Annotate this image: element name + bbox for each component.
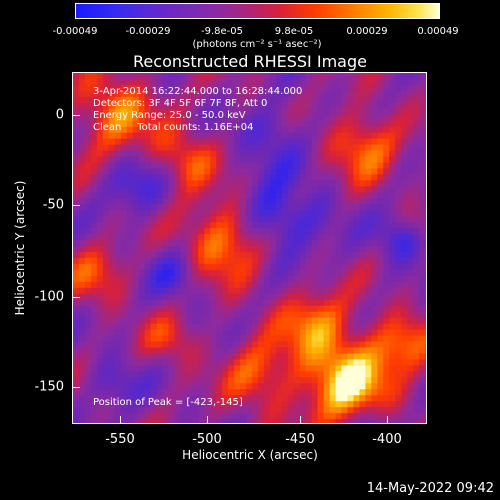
detectors-label: Detectors: 3F 4F 5F 6F 7F 8F, Att 0 bbox=[93, 98, 268, 109]
plot-title: Reconstructed RHESSI Image bbox=[133, 52, 367, 71]
y-tick-label: -100 bbox=[34, 289, 64, 305]
colorbar-tick-label: 0.00049 bbox=[417, 26, 459, 37]
x-tick-mark bbox=[300, 416, 301, 424]
x-tick-label: -550 bbox=[105, 432, 135, 447]
y-axis-label: Heliocentric Y (arcsec) bbox=[13, 180, 27, 316]
image-plot-area bbox=[72, 72, 427, 424]
colorbar-tick-label: -0.00049 bbox=[52, 26, 98, 37]
x-tick-label: -450 bbox=[285, 432, 315, 447]
colorbar-tick-label: 0.00029 bbox=[346, 26, 388, 37]
rhessi-heatmap bbox=[73, 73, 426, 423]
y-tick-mark bbox=[72, 205, 80, 206]
energy-range-label: Energy Range: 25.0 - 50.0 keV bbox=[93, 110, 246, 121]
x-axis-label: Heliocentric X (arcsec) bbox=[182, 448, 318, 462]
timestamp: 14-May-2022 09:42 bbox=[366, 481, 494, 496]
y-tick-label: -150 bbox=[34, 379, 64, 395]
y-tick-mark bbox=[72, 115, 80, 116]
y-tick-label: 0 bbox=[55, 107, 64, 123]
peak-position-label: Position of Peak = [-423,-145] bbox=[93, 397, 243, 408]
y-tick-label: -50 bbox=[42, 197, 64, 213]
x-tick-mark bbox=[387, 416, 388, 424]
y-tick-mark bbox=[72, 297, 80, 298]
x-tick-mark bbox=[207, 416, 208, 424]
colorbar-units: (photons cm⁻² s⁻¹ asec⁻²) bbox=[192, 39, 322, 50]
clean-counts-label: Clean Total counts: 1.16E+04 bbox=[93, 122, 254, 133]
colorbar-tick-label: -0.00029 bbox=[125, 26, 171, 37]
x-tick-mark bbox=[120, 416, 121, 424]
x-tick-label: -500 bbox=[192, 432, 222, 447]
y-tick-mark bbox=[72, 387, 80, 388]
colorbar-tick-label: 9.8e-05 bbox=[274, 26, 314, 37]
colorbar bbox=[75, 3, 440, 19]
colorbar-tick-label: -9.8e-05 bbox=[201, 26, 243, 37]
x-tick-label: -400 bbox=[372, 432, 402, 447]
time-range-label: 3-Apr-2014 16:22:44.000 to 16:28:44.000 bbox=[93, 86, 303, 97]
